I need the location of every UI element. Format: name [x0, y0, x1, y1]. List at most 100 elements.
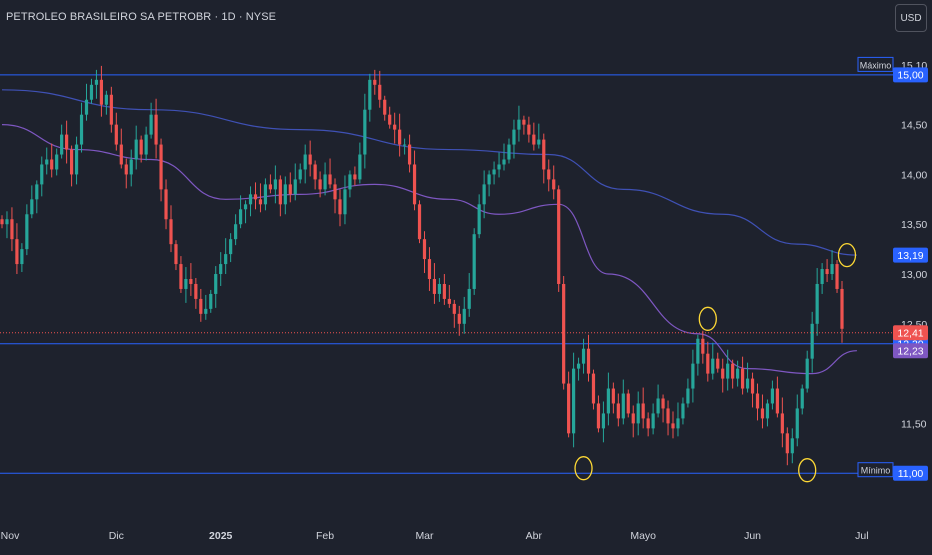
candle-110	[547, 159, 551, 192]
candle-55	[273, 165, 277, 204]
candle-body	[701, 338, 705, 354]
candle-body	[745, 378, 750, 389]
candle-4	[20, 243, 24, 273]
candle-113	[562, 276, 566, 390]
candle-72	[358, 142, 362, 184]
candle-45	[224, 238, 228, 275]
candle-47	[234, 214, 238, 246]
price-tag-0[interactable]: 13,19	[893, 247, 928, 263]
candle-body	[760, 408, 765, 419]
level-tag-2[interactable]: 11,00	[893, 465, 928, 481]
candle-body	[517, 119, 521, 130]
candle-body	[785, 433, 789, 454]
candle-body	[835, 264, 839, 289]
candle-105	[522, 115, 526, 135]
candle-88	[437, 278, 441, 302]
candle-body	[800, 388, 804, 409]
highlight-circle-2	[798, 458, 817, 483]
candle-body	[204, 308, 208, 314]
highlight-circle-3	[837, 242, 857, 268]
candle-body	[84, 99, 89, 115]
price-tag-1[interactable]: 12,41	[893, 325, 928, 341]
candle-22	[109, 86, 113, 133]
candle-68	[338, 189, 342, 227]
candle-body	[268, 184, 273, 190]
candle-body	[815, 283, 819, 324]
candle-body	[487, 174, 491, 185]
candle-body	[740, 368, 745, 389]
candle-body	[641, 403, 645, 419]
candle-51	[253, 182, 258, 210]
candle-body	[10, 219, 14, 240]
candle-89	[442, 274, 446, 305]
candle-body	[750, 378, 755, 394]
candle-body	[99, 79, 104, 105]
candle-122	[606, 372, 610, 426]
candle-body	[447, 298, 451, 304]
candle-104	[517, 105, 521, 142]
level-tag-0[interactable]: 15,00	[893, 67, 928, 83]
candle-143	[711, 342, 715, 380]
candle-body	[35, 184, 39, 200]
candle-112	[557, 185, 561, 292]
candle-body	[606, 388, 610, 414]
candle-body	[631, 413, 635, 424]
candle-body	[427, 259, 432, 279]
candle-64	[318, 171, 322, 198]
price-tag-2[interactable]: 12,23	[893, 343, 928, 359]
highlight-circle-0	[574, 456, 593, 481]
candle-body	[378, 84, 382, 100]
level-tag-0-text: 15,00	[897, 70, 923, 82]
price-tag-2-text: 12,23	[897, 346, 923, 358]
candle-15	[74, 136, 79, 185]
currency-button[interactable]: USD	[895, 4, 927, 32]
candle-body	[586, 348, 591, 374]
highlight-circle-1	[698, 306, 717, 331]
candle-132	[656, 384, 660, 418]
candle-154	[765, 399, 770, 427]
candle-90	[447, 284, 451, 308]
candle-body	[626, 393, 630, 414]
candle-body	[0, 219, 4, 225]
candle-129	[641, 387, 645, 429]
candle-body	[358, 154, 362, 180]
candle-150	[745, 362, 750, 393]
candle-5	[25, 204, 29, 256]
candle-body	[278, 179, 282, 205]
candle-body	[686, 388, 690, 404]
time-axis[interactable]: Nov Dic 2025 Feb Mar Abr Mayo Jun Jul	[1, 530, 869, 542]
candle-body	[532, 134, 536, 145]
candle-141	[701, 330, 705, 364]
candle-156	[775, 376, 779, 418]
candle-81	[403, 138, 407, 155]
candle-body	[303, 154, 307, 170]
candle-23	[114, 112, 118, 151]
candle-body	[55, 154, 59, 170]
candle-body	[820, 269, 824, 284]
candle-35	[174, 240, 178, 271]
candle-body	[89, 84, 94, 100]
candle-body	[238, 209, 243, 225]
candle-body	[681, 403, 685, 419]
candle-body	[253, 194, 258, 200]
candle-body	[15, 239, 19, 265]
candle-7	[35, 180, 39, 214]
chart-title: PETROLEO BRASILEIRO SA PETROBR · 1D · NY…	[6, 11, 277, 23]
candle-169	[840, 280, 844, 343]
candle-114	[567, 371, 571, 438]
candle-8	[40, 156, 44, 197]
candle-body	[442, 283, 446, 299]
candle-161	[800, 384, 804, 415]
moving-averages	[1, 89, 857, 375]
price-tag-2-box	[893, 343, 928, 359]
candle-149	[740, 356, 745, 395]
candle-body	[214, 274, 218, 294]
candle-137	[681, 397, 685, 425]
candle-body	[661, 398, 665, 409]
candle-body	[512, 129, 516, 145]
candle-body	[412, 164, 417, 205]
candle-body	[522, 119, 526, 125]
candle-160	[795, 394, 799, 447]
